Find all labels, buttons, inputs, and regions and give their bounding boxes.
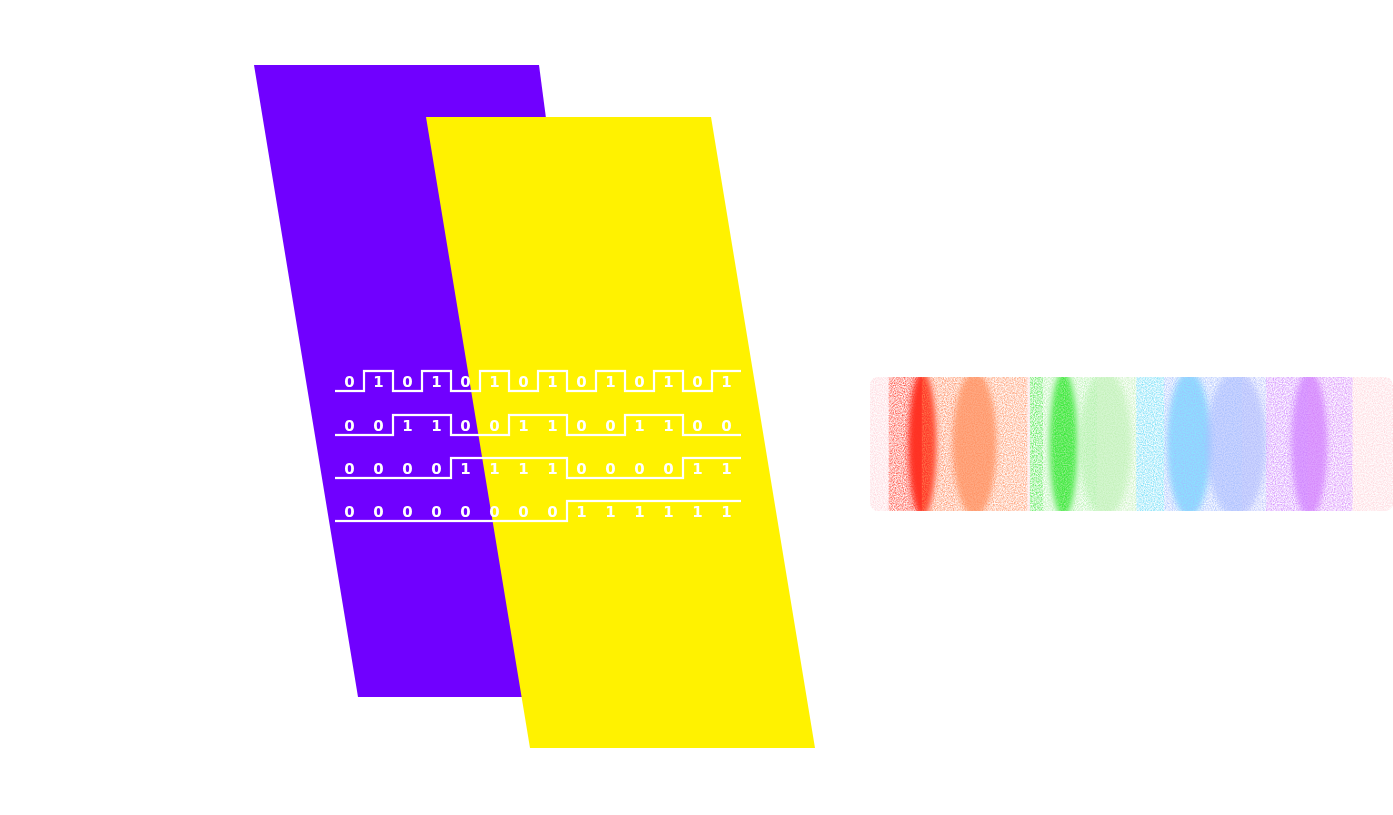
spectrum-grain <box>870 377 1393 511</box>
yellow-filter-panel <box>426 117 815 748</box>
bit-label: 0 <box>489 417 499 435</box>
bit-label: 0 <box>373 417 383 435</box>
bit-label: 1 <box>721 460 731 478</box>
bit-label: 0 <box>373 460 383 478</box>
bit-label: 1 <box>605 373 615 391</box>
bit-label: 0 <box>692 417 702 435</box>
bit-label: 0 <box>460 373 470 391</box>
signal-waveform-2 <box>335 413 741 437</box>
bit-label: 0 <box>344 417 354 435</box>
bit-label: 0 <box>518 503 528 521</box>
bit-label: 1 <box>547 460 557 478</box>
bit-label: 0 <box>605 460 615 478</box>
bit-label: 1 <box>489 460 499 478</box>
bit-label: 0 <box>344 460 354 478</box>
bit-label: 0 <box>460 417 470 435</box>
bit-label: 1 <box>518 460 528 478</box>
signal-waveform-3 <box>335 456 741 480</box>
bit-label: 0 <box>692 373 702 391</box>
bit-label: 0 <box>576 417 586 435</box>
bit-label: 0 <box>460 503 470 521</box>
bit-label: 1 <box>547 373 557 391</box>
bit-label: 0 <box>518 373 528 391</box>
bit-label: 0 <box>344 503 354 521</box>
bit-label: 1 <box>663 417 673 435</box>
bit-label: 0 <box>663 460 673 478</box>
bit-label: 0 <box>344 373 354 391</box>
bit-label: 0 <box>634 460 644 478</box>
spectrum-band-haze <box>1266 377 1353 511</box>
bit-label: 1 <box>576 503 586 521</box>
bit-label: 1 <box>721 503 731 521</box>
binary-signal-waveforms: 0 1 0 1 0 1 0 1 0 1 0 1 0 1 0 0 1 1 0 0 1 1 0 0 1 1 0 0 0 0 0 0 1 1 1 1 0 0 0 0… <box>335 369 741 523</box>
bit-label: 0 <box>402 373 412 391</box>
bit-label: 0 <box>431 503 441 521</box>
bit-label: 1 <box>460 460 470 478</box>
bit-label: 1 <box>547 417 557 435</box>
bit-label: 0 <box>489 503 499 521</box>
bit-label: 0 <box>634 373 644 391</box>
bit-label: 0 <box>721 417 731 435</box>
signal-waveform-4 <box>335 499 741 523</box>
bit-label: 1 <box>518 417 528 435</box>
bit-label: 1 <box>605 503 615 521</box>
bit-label: 1 <box>663 503 673 521</box>
bit-label: 1 <box>373 373 383 391</box>
bit-label: 1 <box>663 373 673 391</box>
bit-label: 0 <box>431 460 441 478</box>
bit-label: 0 <box>402 460 412 478</box>
bit-label: 1 <box>489 373 499 391</box>
bit-label: 0 <box>576 460 586 478</box>
bit-label: 0 <box>576 373 586 391</box>
color-spectrum-strip <box>870 377 1393 511</box>
bit-label: 1 <box>402 417 412 435</box>
bit-label: 1 <box>692 460 702 478</box>
bit-label: 0 <box>605 417 615 435</box>
bit-label: 1 <box>431 373 441 391</box>
bit-label: 0 <box>547 503 557 521</box>
bit-label: 0 <box>373 503 383 521</box>
bit-label: 1 <box>692 503 702 521</box>
bit-label: 1 <box>634 417 644 435</box>
bit-label: 1 <box>721 373 731 391</box>
bit-label: 0 <box>402 503 412 521</box>
bit-label: 1 <box>431 417 441 435</box>
spectrum-band-haze <box>921 377 1028 511</box>
signal-waveform-1 <box>335 369 741 393</box>
bit-label: 1 <box>634 503 644 521</box>
